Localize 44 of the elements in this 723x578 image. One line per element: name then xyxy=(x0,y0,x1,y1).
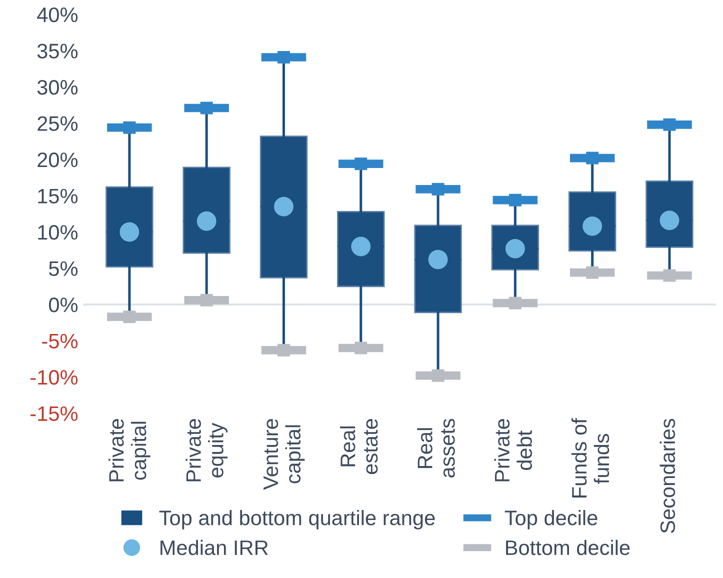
x-tick-label: Secondaries xyxy=(660,418,676,533)
point xyxy=(432,182,444,196)
point xyxy=(200,294,213,306)
y-tick-label: 20% xyxy=(38,152,78,168)
y-tick-label: 35% xyxy=(37,44,78,58)
legend-label: Top decile xyxy=(504,510,598,530)
y-tick-label: 5% xyxy=(49,261,78,276)
point xyxy=(123,121,136,134)
legend-label: Top and bottom quartile range xyxy=(159,510,435,530)
point xyxy=(123,310,136,324)
point xyxy=(586,152,599,164)
legend-label: Median IRR xyxy=(160,540,268,556)
y-tick-label: 30% xyxy=(37,80,78,95)
point xyxy=(432,369,444,382)
y-tick-label: -10% xyxy=(30,370,78,385)
point xyxy=(120,222,140,242)
x-tick-label: Private equity xyxy=(186,419,228,482)
point xyxy=(277,344,290,356)
point xyxy=(663,118,676,131)
point xyxy=(428,250,448,270)
point xyxy=(200,102,213,114)
y-tick-label: -15% xyxy=(30,406,78,422)
point xyxy=(508,194,522,206)
point xyxy=(196,211,216,231)
y-tick-label: -5% xyxy=(42,334,78,349)
y-tick-label: 25% xyxy=(38,116,78,131)
y-tick-label: 40% xyxy=(37,7,78,22)
point xyxy=(354,342,368,354)
point xyxy=(274,196,294,216)
y-tick-label: 10% xyxy=(38,224,78,240)
x-tick-label: Venture capital xyxy=(264,419,305,490)
legend-label: Bottom decile xyxy=(506,540,630,556)
x-tick-label: Real estate xyxy=(340,419,378,474)
point xyxy=(354,158,368,170)
x-tick-label: Private debt xyxy=(494,419,532,482)
x-tick-label: Funds of funds xyxy=(571,418,610,498)
point xyxy=(508,296,522,310)
point xyxy=(663,269,676,282)
y-tick-label: 15% xyxy=(38,188,78,204)
x-tick-label: Private capital xyxy=(108,419,150,482)
point xyxy=(586,266,599,279)
x-tick-label: Real assets xyxy=(417,418,455,478)
point xyxy=(277,50,290,64)
y-tick-label: 0% xyxy=(48,298,78,312)
